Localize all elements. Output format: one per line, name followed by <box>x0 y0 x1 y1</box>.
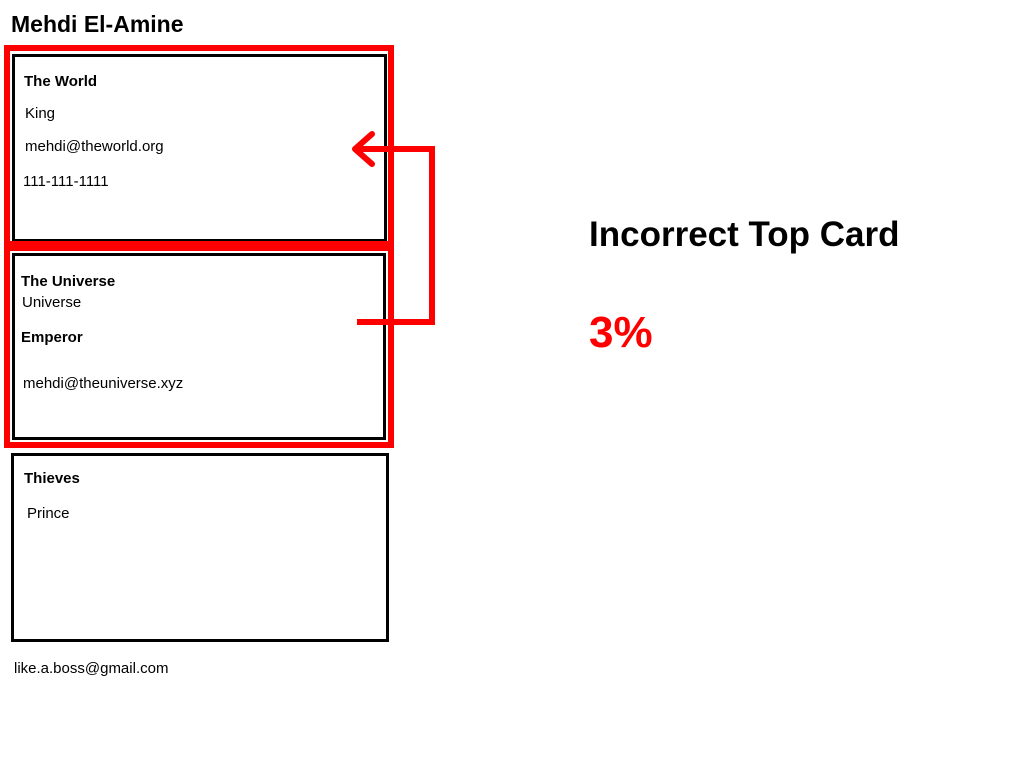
person-name: Mehdi El-Amine <box>11 11 184 37</box>
card-email: mehdi@theworld.org <box>25 138 164 155</box>
verdict-title: Incorrect Top Card <box>589 215 900 254</box>
contact-card-thieves[interactable]: Thieves Prince <box>11 453 389 642</box>
footer-email: like.a.boss@gmail.com <box>14 660 169 677</box>
card-title: Thieves <box>24 470 80 487</box>
card-phone: 111-111-1111 <box>23 173 109 190</box>
card-role: Prince <box>27 505 70 522</box>
contact-card-the-world[interactable]: The World King mehdi@theworld.org 111-11… <box>12 54 387 242</box>
card-title: The Universe <box>21 273 116 290</box>
card-role: King <box>25 105 56 122</box>
verdict-score: 3% <box>589 308 653 357</box>
card-role: Emperor <box>21 329 83 346</box>
contact-card-the-universe[interactable]: The Universe Universe Emperor mehdi@theu… <box>12 253 386 440</box>
card-title: The World <box>24 73 98 90</box>
card-subtitle: Universe <box>22 294 82 311</box>
card-email: mehdi@theuniverse.xyz <box>23 375 184 392</box>
